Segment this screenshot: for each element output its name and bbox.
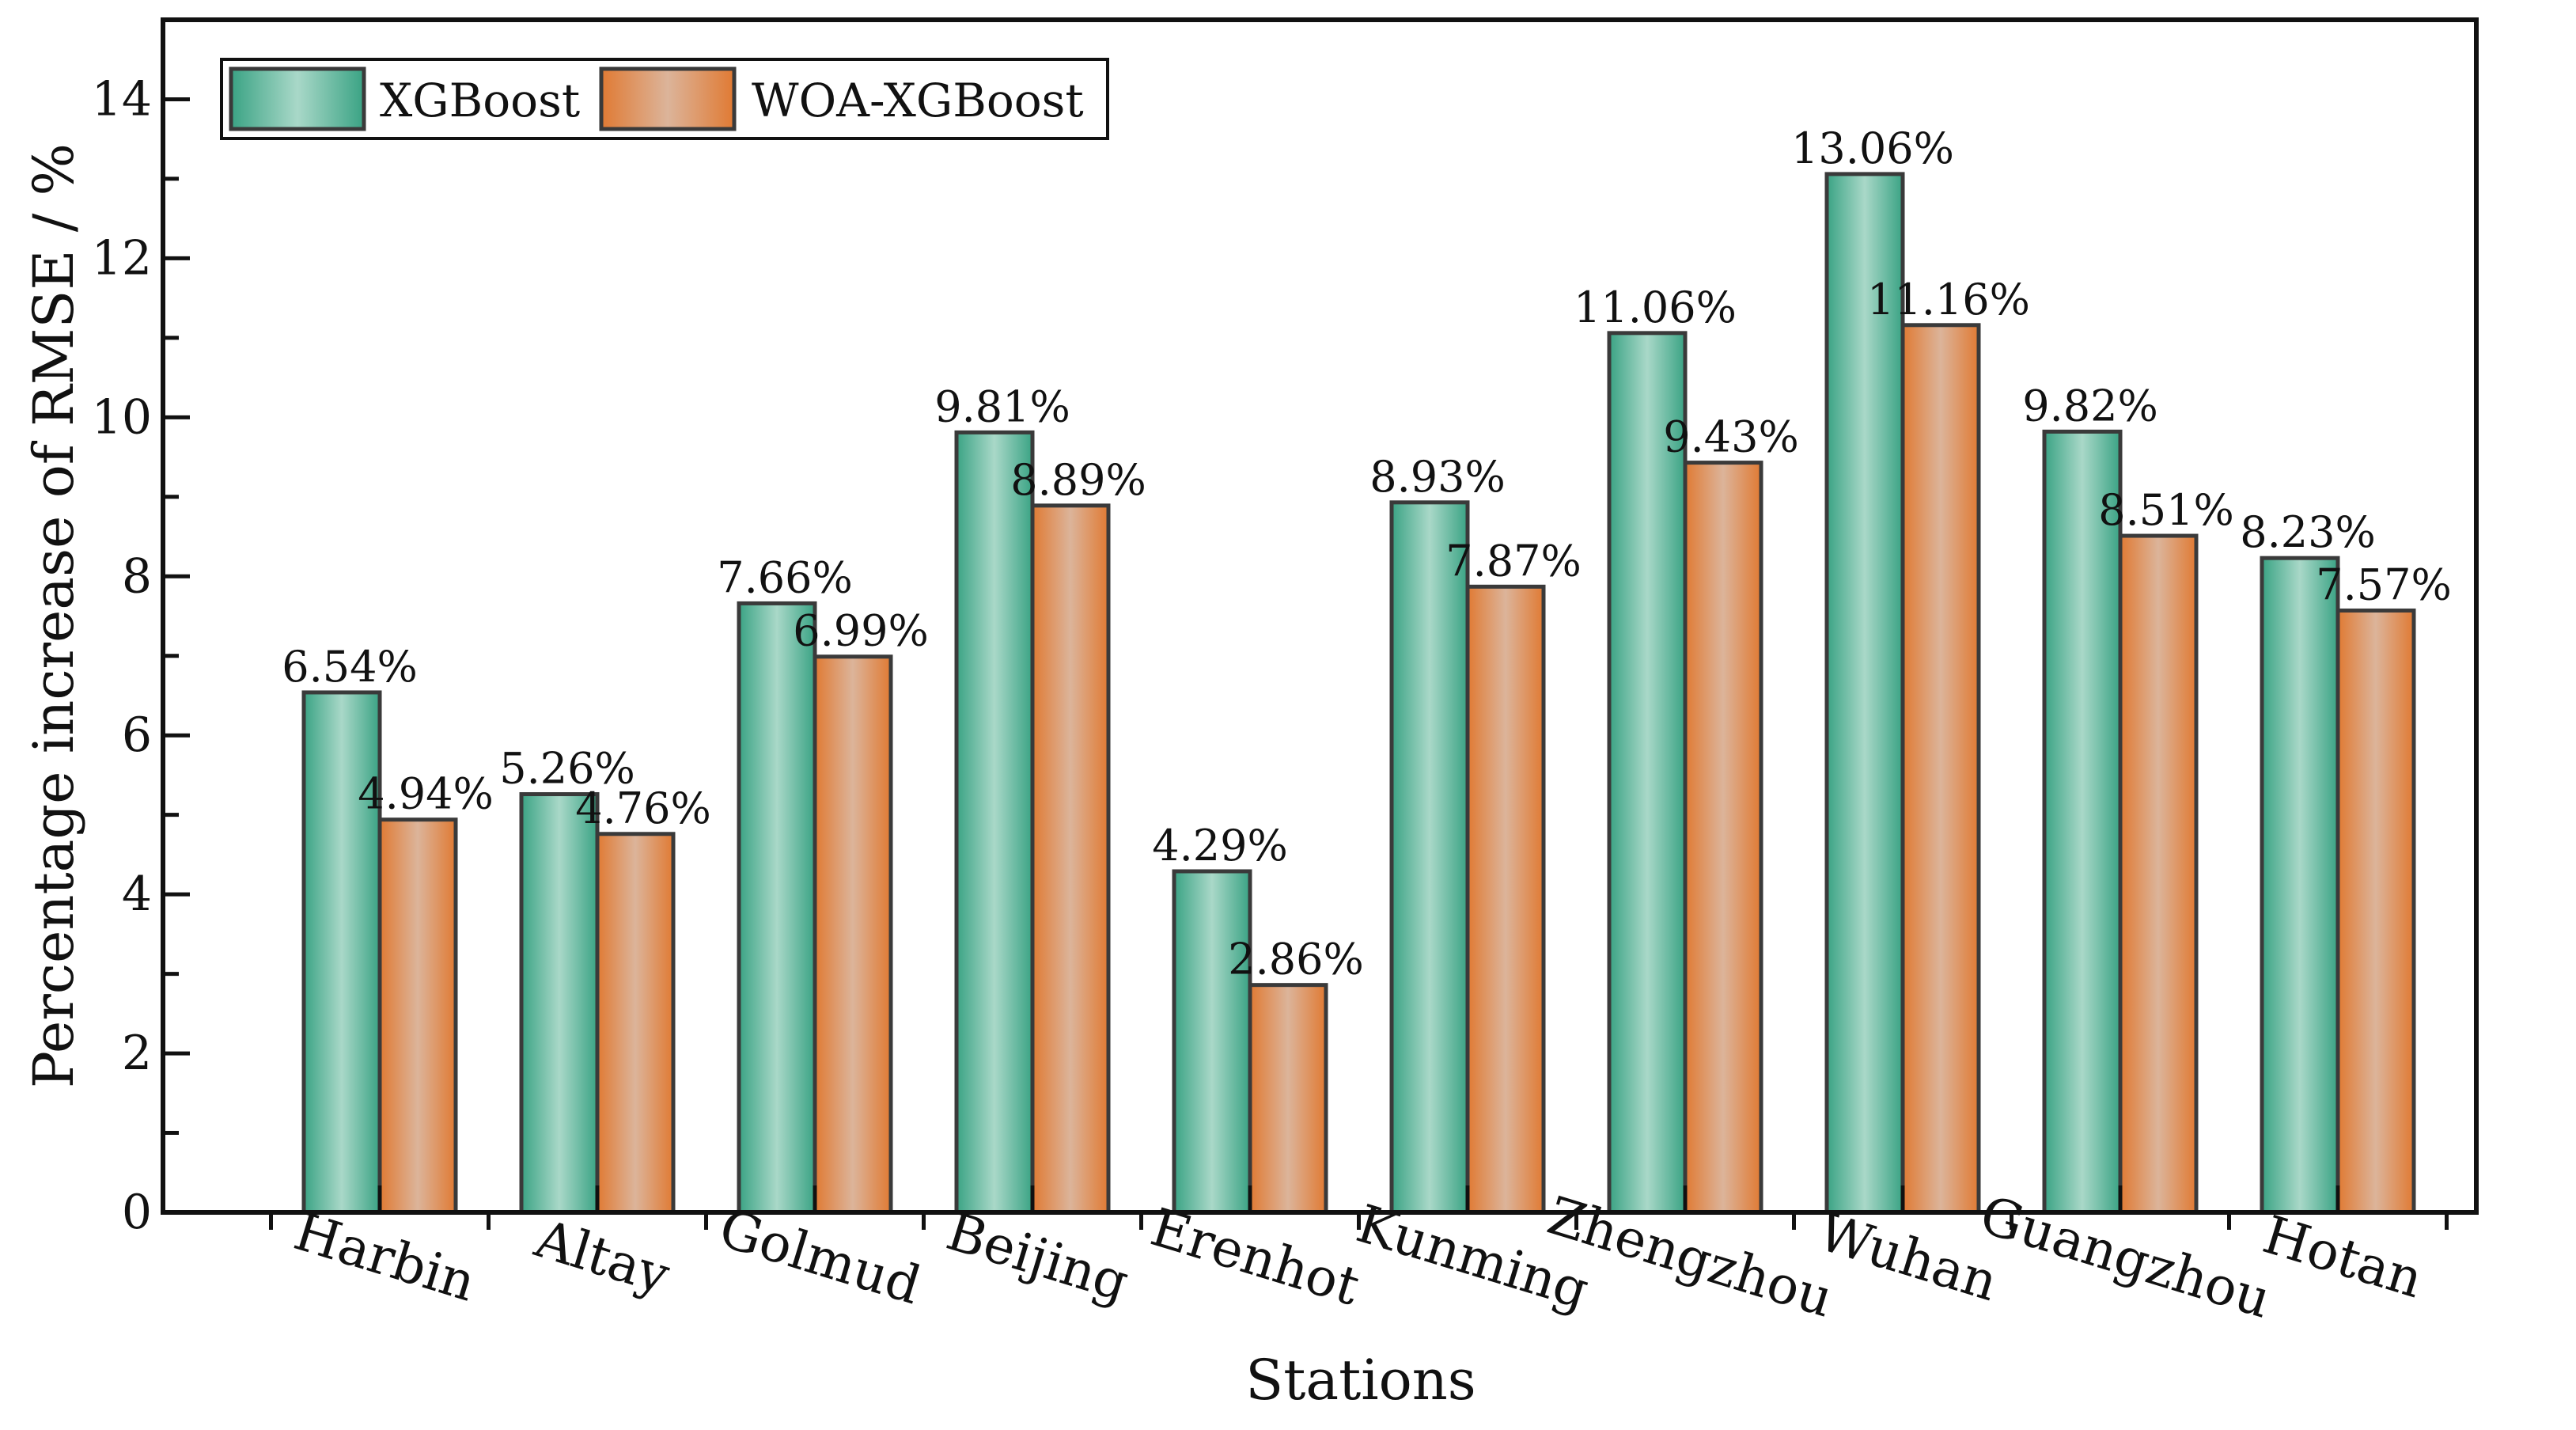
y-axis-title: Percentage increase of RMSE / %: [21, 143, 86, 1088]
legend-label-woa-xgboost: WOA-XGBoost: [752, 74, 1084, 127]
data-label-xgboost-golmud: 7.66%: [717, 552, 853, 602]
y-tick-label-10: 10: [92, 389, 152, 445]
data-label-woa-xgboost-zhengzhou: 9.43%: [1663, 412, 1799, 462]
bar-xgboost-altay: [519, 792, 600, 1215]
data-label-xgboost-kunming: 8.93%: [1369, 452, 1506, 502]
data-labels-layer: 6.54% 4.94%5.26%4.76% 7.66%6.99% 9.81% 8.89%…: [282, 123, 2452, 984]
legend-swatch-woa-xgboost: [599, 66, 737, 131]
bar-woa-xgboost-kunming: [1465, 584, 1546, 1215]
bar-xgboost-guangzhou: [2042, 429, 2123, 1215]
y-tick-label-14: 14: [92, 71, 152, 127]
y-tick-label-8: 8: [122, 548, 152, 604]
data-label-woa-xgboost-guangzhou: 8.51%: [2098, 485, 2234, 535]
data-label-woa-xgboost-hotan: 7.57%: [2316, 559, 2452, 609]
x-tick-label-harbin: Harbin: [287, 1201, 483, 1313]
bar-woa-xgboost-hotan: [2335, 608, 2416, 1215]
y-tick-label-6: 6: [122, 707, 152, 763]
bar-woa-xgboost-guangzhou: [2118, 533, 2199, 1215]
data-label-woa-xgboost-kunming: 7.87%: [1445, 536, 1582, 586]
bar-xgboost-erenhot: [1172, 869, 1252, 1215]
bar-woa-xgboost-beijing: [1030, 503, 1111, 1215]
legend-label-xgboost: XGBoost: [380, 74, 580, 127]
data-label-woa-xgboost-altay: 4.76%: [575, 783, 711, 833]
y-tick-label-12: 12: [92, 230, 152, 286]
x-tick-label-golmud: Golmud: [713, 1198, 928, 1317]
x-tick-label-beijing: Beijing: [940, 1201, 1135, 1313]
data-label-xgboost-harbin: 6.54%: [282, 642, 418, 692]
bar-xgboost-harbin: [301, 690, 382, 1215]
data-label-woa-xgboost-beijing: 8.89%: [1010, 455, 1146, 505]
data-label-xgboost-erenhot: 4.29%: [1152, 821, 1288, 871]
data-label-xgboost-hotan: 8.23%: [2240, 507, 2376, 557]
x-tick-label-wuhan: Wuhan: [1811, 1201, 2004, 1313]
bar-woa-xgboost-golmud: [813, 654, 893, 1215]
data-label-xgboost-guangzhou: 9.82%: [2022, 381, 2158, 431]
bar-woa-xgboost-wuhan: [1900, 323, 1981, 1215]
data-label-woa-xgboost-harbin: 4.94%: [358, 769, 494, 819]
data-label-xgboost-beijing: 9.81%: [934, 381, 1070, 431]
x-tick-label-hotan: Hotan: [2256, 1204, 2430, 1311]
bar-xgboost-hotan: [2260, 556, 2340, 1215]
bar-woa-xgboost-zhengzhou: [1683, 461, 1763, 1215]
legend: XGBoost WOA-XGBoost: [220, 58, 1109, 140]
data-label-woa-xgboost-golmud: 6.99%: [793, 606, 929, 656]
bar-xgboost-beijing: [954, 430, 1035, 1215]
data-label-xgboost-zhengzhou: 11.06%: [1574, 283, 1737, 332]
bar-woa-xgboost-erenhot: [1248, 983, 1328, 1215]
x-tick-label-altay: Altay: [528, 1208, 677, 1306]
data-label-woa-xgboost-wuhan: 11.16%: [1867, 275, 2030, 324]
y-tick-label-4: 4: [122, 867, 152, 922]
bar-woa-xgboost-harbin: [377, 817, 458, 1215]
legend-swatch-xgboost: [229, 66, 366, 131]
bars-layer: [301, 172, 2416, 1215]
plot-frame: [161, 17, 2479, 1215]
x-axis-title: Stations: [1245, 1348, 1476, 1413]
y-tick-label-2: 2: [122, 1026, 152, 1081]
bar-woa-xgboost-altay: [595, 832, 676, 1215]
data-label-xgboost-wuhan: 13.06%: [1791, 123, 1954, 173]
bar-xgboost-kunming: [1389, 500, 1470, 1215]
data-label-woa-xgboost-erenhot: 2.86%: [1228, 935, 1364, 984]
data-label-xgboost-altay: 5.26%: [499, 744, 635, 794]
bar-xgboost-golmud: [737, 601, 817, 1215]
bar-xgboost-wuhan: [1824, 172, 1905, 1215]
y-tick-label-0: 0: [122, 1185, 152, 1240]
bar-xgboost-zhengzhou: [1607, 331, 1688, 1215]
x-tick-label-erenhot: Erenhot: [1144, 1197, 1366, 1318]
